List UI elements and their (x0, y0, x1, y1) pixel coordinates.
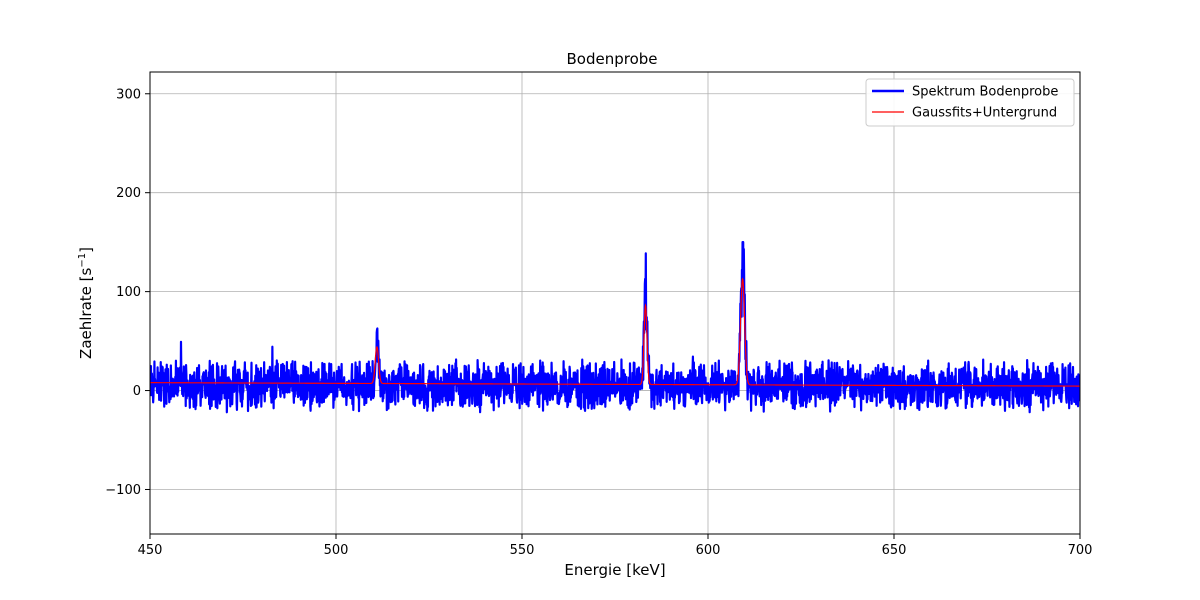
series-line-spektrum (150, 241, 1080, 414)
y-tick-label: 100 (116, 285, 141, 300)
plot-area (150, 72, 1080, 534)
x-tick-label: 450 (138, 543, 163, 558)
legend: Spektrum Bodenprobe Gaussfits+Untergrund (865, 78, 1075, 127)
x-tick-label: 600 (696, 543, 721, 558)
y-axis-label-superscript: −1 (77, 253, 88, 268)
chart-title: Bodenprobe (566, 50, 657, 68)
legend-label-spektrum: Spektrum Bodenprobe (912, 85, 1058, 100)
x-axis: 450 500 550 600 650 700 (138, 534, 1093, 558)
legend-box (865, 78, 1075, 127)
y-tick-label: 300 (116, 87, 141, 102)
y-tick-label: 0 (133, 384, 141, 399)
x-tick-label: 650 (882, 543, 907, 558)
y-tick-label: −100 (105, 483, 141, 498)
y-axis-label: Zaehlrate [s−1] (77, 247, 95, 359)
series-line-gaussfit (150, 277, 1080, 387)
y-axis-label-base: Zaehlrate [s (77, 267, 95, 358)
x-tick-label: 500 (324, 543, 349, 558)
y-tick-label: 200 (116, 186, 141, 201)
x-tick-label: 700 (1068, 543, 1093, 558)
plot-frame (149, 71, 1081, 535)
x-tick-label: 550 (510, 543, 535, 558)
y-axis: −100 0 100 200 300 (105, 87, 150, 498)
legend-label-gaussfit: Gaussfits+Untergrund (912, 106, 1057, 121)
series-layer (150, 241, 1080, 414)
x-axis-label: Energie [keV] (564, 561, 665, 579)
y-axis-label-end: ] (77, 247, 95, 253)
